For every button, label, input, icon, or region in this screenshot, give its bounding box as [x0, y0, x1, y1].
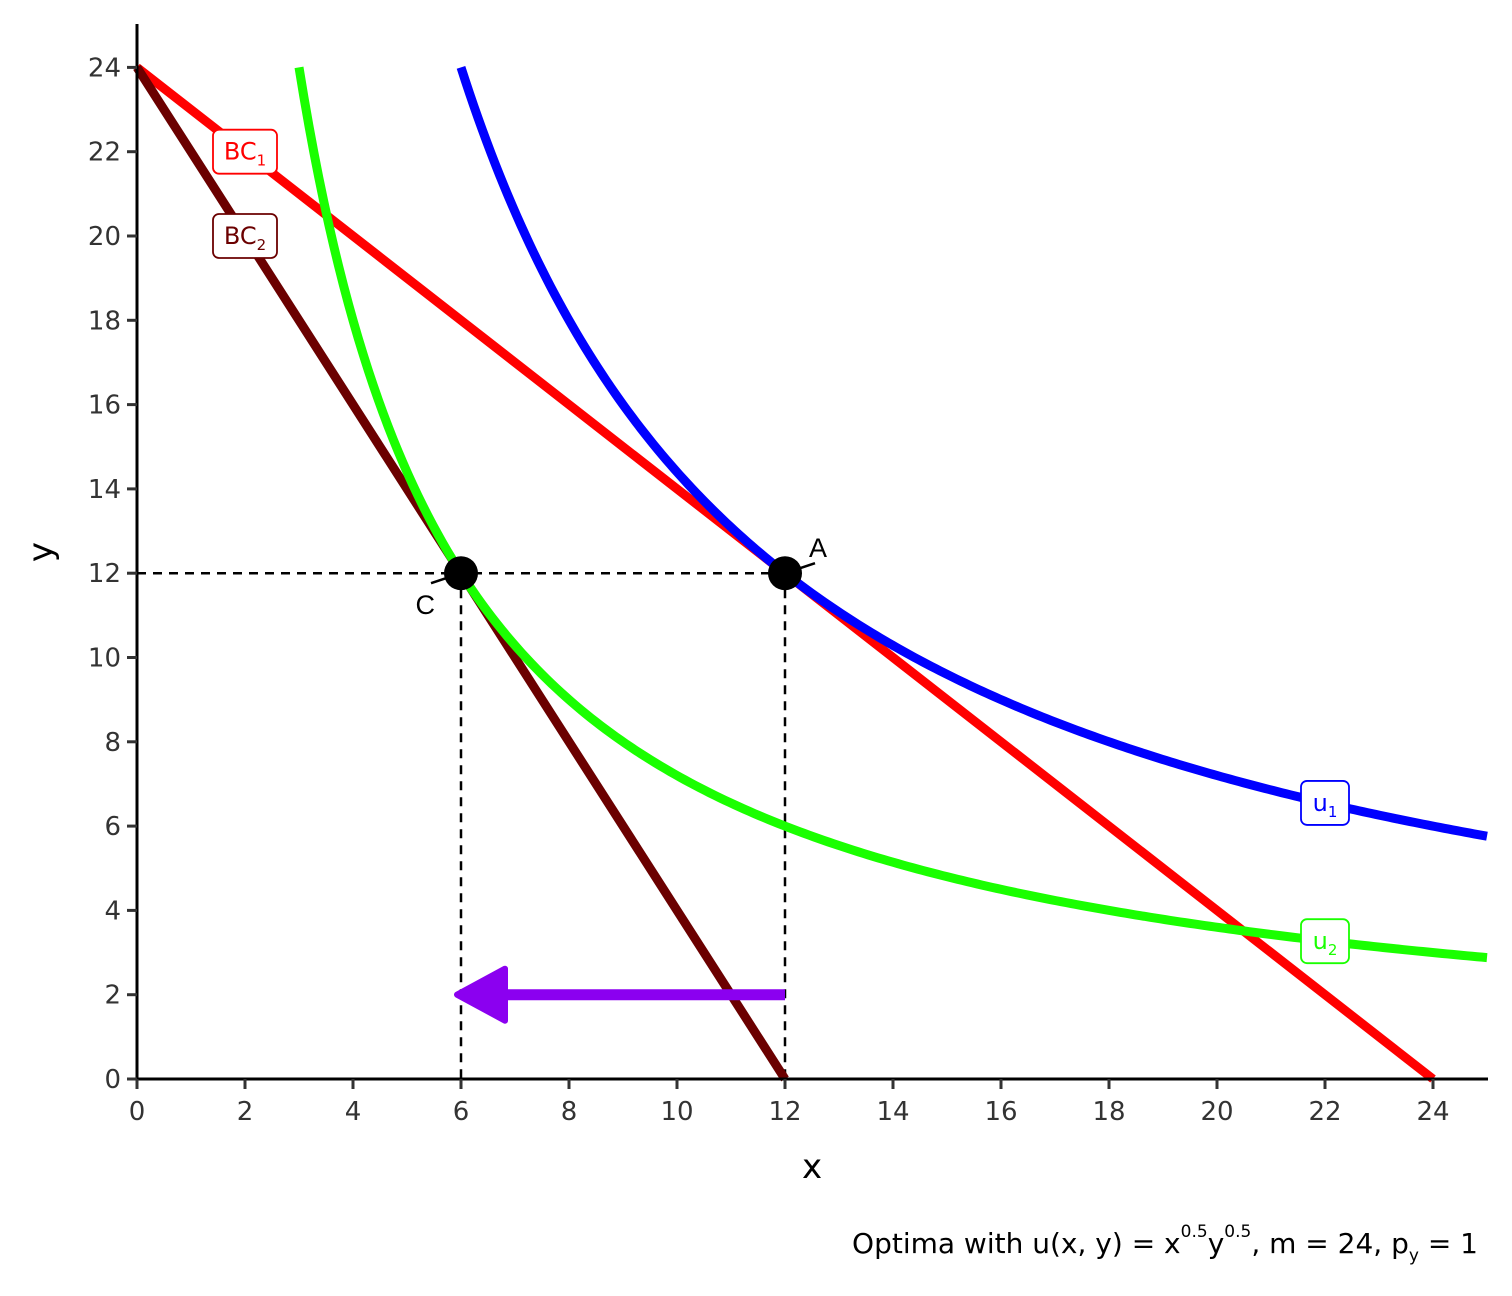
x-tick-label-0: 0 — [129, 1097, 146, 1127]
budget-line-label-bc1: BC1 — [212, 128, 278, 175]
y-tick-label-6: 6 — [104, 812, 121, 842]
y-tick-label-12: 12 — [88, 559, 121, 589]
x-tick-label-20: 20 — [1200, 1097, 1233, 1127]
caption-func-args: (x, y) — [1050, 1227, 1123, 1260]
point-leader-A — [784, 562, 816, 575]
y-tick-label-10: 10 — [88, 644, 121, 674]
indifference-curve-label-u2: u2 — [1300, 918, 1350, 965]
x-tick-label-2: 2 — [237, 1097, 254, 1127]
caption-y-part: y — [1208, 1227, 1225, 1260]
y-tick-label-4: 4 — [104, 896, 121, 926]
y-tick-label-22: 22 — [88, 138, 121, 168]
axes: 0 2 4 6 8 10 12 14 16 18 20 22 240246810121416182022… — [88, 24, 1488, 1127]
budget-line-label-box — [212, 213, 278, 259]
indifference-curve-label-subscript: 2 — [1328, 941, 1338, 959]
budget-line-label-box — [212, 128, 278, 175]
caption-p-sub: y — [1409, 1246, 1419, 1266]
y-tick-label-8: 8 — [104, 728, 121, 758]
y-tick-label-20: 20 — [88, 222, 121, 252]
y-tick-label-2: 2 — [104, 981, 121, 1011]
indifference-curve-label-text: u1 — [1313, 789, 1338, 821]
x-tick-label-6: 6 — [453, 1097, 470, 1127]
x-tick-label-16: 16 — [984, 1097, 1017, 1127]
x-tick-label-18: 18 — [1092, 1097, 1125, 1127]
caption-exp1: 0.5 — [1181, 1222, 1208, 1242]
point-leader-C — [430, 572, 462, 585]
budget-line-label-text: BC2 — [224, 222, 266, 254]
x-tick-label-4: 4 — [345, 1097, 362, 1127]
caption-before: Optima with u — [852, 1227, 1050, 1260]
x-tick-label-10: 10 — [660, 1097, 693, 1127]
indifference-curve-label-box — [1300, 780, 1350, 826]
x-tick-label-22: 22 — [1308, 1097, 1341, 1127]
x-tick-label-12: 12 — [768, 1097, 801, 1127]
y-tick-label-0: 0 — [104, 1065, 121, 1095]
guide-lines — [137, 571, 787, 1079]
indifference-curve-label-main: u — [1313, 927, 1328, 955]
caption-exp2: 0.5 — [1224, 1222, 1251, 1242]
indifference-curve-label-text: u2 — [1313, 927, 1338, 959]
y-tick-label-18: 18 — [88, 306, 121, 336]
budget-line-label-subscript: 2 — [257, 236, 267, 254]
arrow-head — [454, 965, 508, 1024]
budget-line-label-subscript: 1 — [257, 152, 267, 170]
indifference-curve-label-main: u — [1313, 789, 1328, 817]
caption-eq: = x — [1123, 1227, 1181, 1260]
point-label-C: C — [416, 590, 436, 620]
x-tick-label-24: 24 — [1416, 1097, 1449, 1127]
indifference-curve-label-box — [1300, 918, 1350, 965]
point-label-A: A — [809, 533, 827, 563]
budget-line-label-main: BC — [224, 222, 257, 250]
budget-line-label-bc2: BC2 — [212, 213, 278, 259]
y-tick-label-14: 14 — [88, 475, 121, 505]
caption: Optima with u(x, y) = x0.5y0.5, m = 24, … — [852, 1222, 1478, 1266]
caption-tail: = 1 — [1419, 1227, 1478, 1260]
shift-arrow — [454, 965, 785, 1024]
budget-line-label-text: BC1 — [224, 138, 266, 170]
budget-line-label-main: BC — [224, 138, 257, 166]
y-tick-label-24: 24 — [88, 53, 121, 83]
chart-series — [133, 63, 1488, 1083]
indifference-curve-label-subscript: 1 — [1328, 803, 1338, 821]
x-axis-title: x — [802, 1147, 822, 1187]
indifference-curve-u2 — [294, 66, 1488, 963]
x-tick-label-8: 8 — [561, 1097, 578, 1127]
indifference-curve-label-u1: u1 — [1300, 780, 1350, 826]
y-axis-title: y — [21, 542, 61, 562]
caption-after: , m = 24, p — [1251, 1227, 1409, 1260]
y-tick-label-16: 16 — [88, 391, 121, 421]
optimum-points: AC — [416, 533, 828, 620]
x-tick-label-14: 14 — [876, 1097, 909, 1127]
